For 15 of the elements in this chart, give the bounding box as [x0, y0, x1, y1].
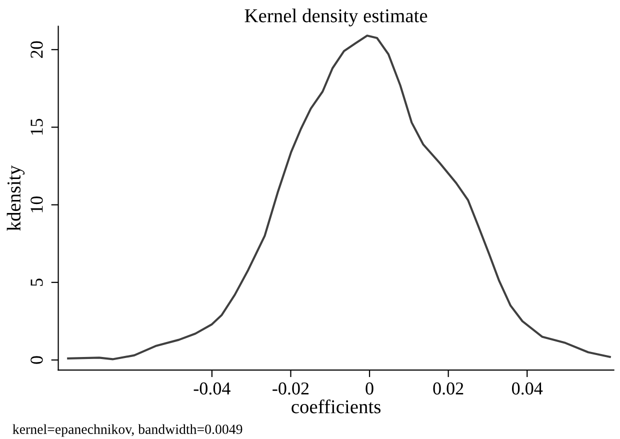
y-tick-label: 0 [30, 356, 43, 364]
x-tick-label: -0.04 [194, 382, 230, 395]
y-tick-label: 20 [30, 41, 43, 58]
x-tick-label: 0.04 [512, 382, 543, 395]
text: kernel=epanechnikov, bandwidth=0.0049 [12, 424, 242, 437]
y-axis-title: kdensity [6, 165, 25, 231]
line-series [67, 34, 611, 360]
y-tick-label: 15 [30, 118, 43, 135]
y-tick-label: 10 [30, 196, 43, 212]
y-tick-label: 5 [30, 278, 43, 286]
x-axis-title: coefficients [292, 399, 381, 414]
x-tick-label: -0.02 [272, 382, 309, 395]
x-tick-label: 0 [366, 382, 374, 395]
x-tick-label: 0.02 [433, 382, 464, 395]
chart-title: Kernel density estimate [244, 8, 428, 26]
